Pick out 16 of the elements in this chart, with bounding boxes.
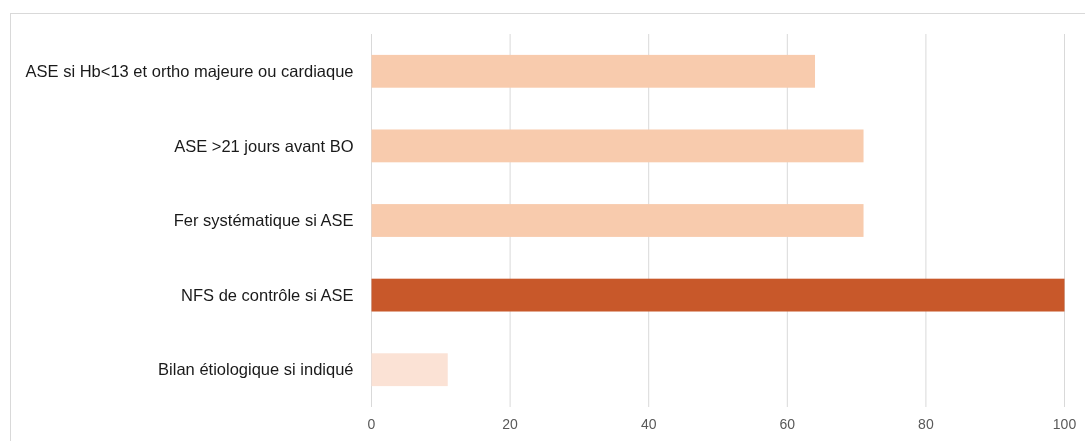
y-tick-label: NFS de contrôle si ASE	[181, 285, 354, 304]
x-tick-label: 0	[367, 416, 376, 432]
bar	[371, 54, 816, 88]
y-tick-label: ASE >21 jours avant BO	[174, 136, 354, 155]
bar	[371, 204, 864, 237]
y-tick-label: Bilan étiologique si indiqué	[158, 360, 354, 379]
y-tick-label: ASE si Hb<13 et ortho majeure ou cardiaque	[25, 62, 354, 81]
y-tick-label: Fer systématique si ASE	[173, 211, 354, 230]
x-tick-label: 100	[1052, 416, 1077, 432]
x-tick-label: 80	[918, 416, 934, 432]
bar	[371, 353, 448, 387]
x-tick-label: 40	[640, 416, 657, 432]
bar	[371, 129, 864, 163]
x-tick-label: 60	[779, 416, 796, 432]
bar	[371, 278, 1065, 312]
x-tick-label: 20	[502, 416, 519, 432]
